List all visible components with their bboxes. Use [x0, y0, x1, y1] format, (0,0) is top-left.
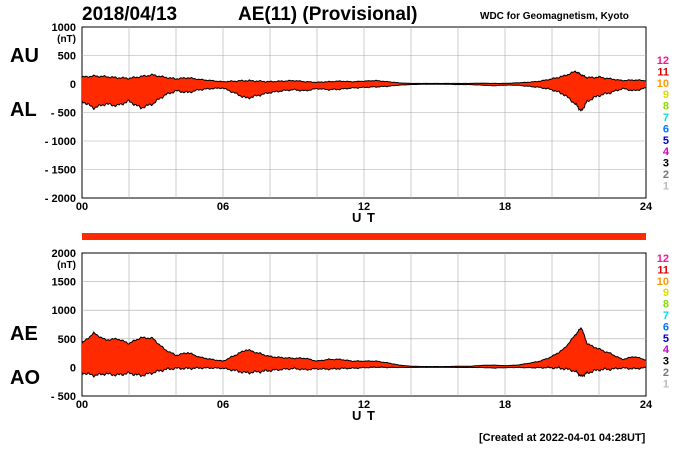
hour-legend-entry: 6 — [663, 123, 669, 135]
series-label-au: AU — [10, 45, 39, 67]
x-tick-label: 24 — [640, 201, 653, 213]
series-line-ao — [81, 366, 647, 378]
hour-legend-entry: 5 — [663, 135, 669, 147]
series-label-ae: AE — [10, 323, 38, 345]
data-coverage-strip — [82, 233, 646, 240]
hour-legend-entry: 2 — [663, 169, 669, 181]
hour-legend-entry: 10 — [657, 78, 669, 90]
y-tick-label: 2000 — [52, 248, 76, 260]
y-tick-label: - 1000 — [45, 136, 76, 148]
hour-legend-entry: 11 — [657, 66, 669, 78]
x-axis-label: U T — [352, 408, 376, 423]
hour-legend-entry: 4 — [663, 146, 670, 158]
series-line-ae — [81, 327, 647, 368]
y-tick-label: 0 — [70, 79, 76, 91]
x-tick-label: 00 — [76, 201, 88, 213]
y-unit-label: (nT) — [57, 260, 76, 271]
x-tick-label: 00 — [76, 399, 88, 411]
y-tick-label: 1000 — [52, 22, 76, 34]
y-tick-label: - 2000 — [45, 193, 76, 205]
y-tick-label: 1000 — [52, 305, 76, 317]
hour-legend-entry: 11 — [657, 264, 669, 276]
hour-legend-entry: 9 — [663, 89, 669, 101]
x-tick-label: 12 — [358, 399, 370, 411]
hour-legend-entry: 12 — [657, 55, 669, 67]
y-tick-label: - 500 — [51, 391, 76, 403]
chart-title: AE(11) (Provisional) — [238, 4, 418, 25]
hour-legend-entry: 3 — [663, 356, 669, 368]
series-label-al: AL — [10, 99, 37, 121]
hour-legend-entry: 8 — [663, 101, 669, 113]
hour-legend-entry: 7 — [663, 310, 669, 322]
y-tick-label: 500 — [58, 51, 76, 63]
index-area-fill — [82, 327, 646, 377]
series-line-al — [81, 83, 647, 112]
series-label-ao: AO — [10, 367, 40, 389]
hour-legend-entry: 3 — [663, 158, 669, 170]
data-source-label: WDC for Geomagnetism, Kyoto — [480, 11, 629, 22]
x-tick-label: 18 — [499, 399, 511, 411]
hour-legend-entry: 4 — [663, 344, 670, 356]
y-tick-label: - 500 — [51, 108, 76, 120]
hour-legend-entry: 1 — [663, 180, 669, 192]
hour-legend-entry: 8 — [663, 299, 669, 311]
x-tick-label: 06 — [217, 201, 229, 213]
y-unit-label: (nT) — [57, 34, 76, 45]
hour-legend-entry: 9 — [663, 287, 669, 299]
hour-legend-entry: 5 — [663, 333, 669, 345]
y-tick-label: 0 — [70, 362, 76, 374]
series-line-au — [81, 70, 647, 85]
y-tick-label: - 1500 — [45, 165, 76, 177]
x-tick-label: 18 — [499, 201, 511, 213]
hour-legend-entry: 6 — [663, 321, 669, 333]
created-timestamp: [Created at 2022-04-01 04:28UT] — [479, 432, 646, 444]
x-tick-label: 24 — [640, 399, 653, 411]
hour-legend-entry: 2 — [663, 367, 669, 379]
x-tick-label: 06 — [217, 399, 229, 411]
y-tick-label: 1500 — [52, 277, 76, 289]
hour-legend-entry: 7 — [663, 112, 669, 124]
hour-legend-entry: 12 — [657, 253, 669, 265]
chart-date: 2018/04/13 — [82, 4, 178, 25]
hour-legend-entry: 10 — [657, 276, 669, 288]
x-axis-label: U T — [352, 210, 376, 225]
hour-legend-entry: 1 — [663, 378, 669, 390]
x-tick-label: 12 — [358, 201, 370, 213]
y-tick-label: 500 — [58, 334, 76, 346]
